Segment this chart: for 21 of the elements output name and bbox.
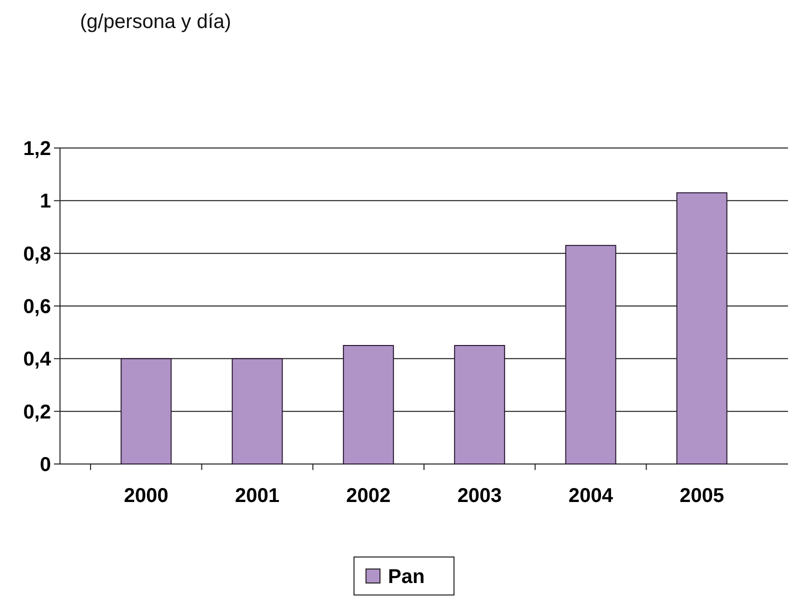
bar <box>232 358 283 464</box>
bar <box>120 358 172 464</box>
x-tick-label: 2004 <box>568 485 614 507</box>
y-tick-label: 0,6 <box>23 296 51 318</box>
y-tick-label: 0,2 <box>23 401 51 424</box>
x-tick-label: 2001 <box>235 485 280 507</box>
bar <box>454 345 506 464</box>
y-tick-label: 1 <box>40 190 51 213</box>
x-tick-label: 2002 <box>346 485 391 507</box>
x-tick-label: 2000 <box>124 485 168 507</box>
legend-label: Pan <box>388 566 425 588</box>
x-tick-label: 2003 <box>457 485 502 507</box>
y-tick-label: 0,4 <box>23 348 52 371</box>
y-tick-label: 0 <box>40 454 51 476</box>
bar <box>676 192 728 464</box>
text: (g/persona y día) <box>80 11 232 33</box>
x-tick-label: 2005 <box>680 485 724 507</box>
y-tick-label: 1,2 <box>23 138 51 160</box>
bar <box>565 244 616 464</box>
y-tick-label: 0,8 <box>23 243 51 266</box>
bar <box>342 345 394 464</box>
